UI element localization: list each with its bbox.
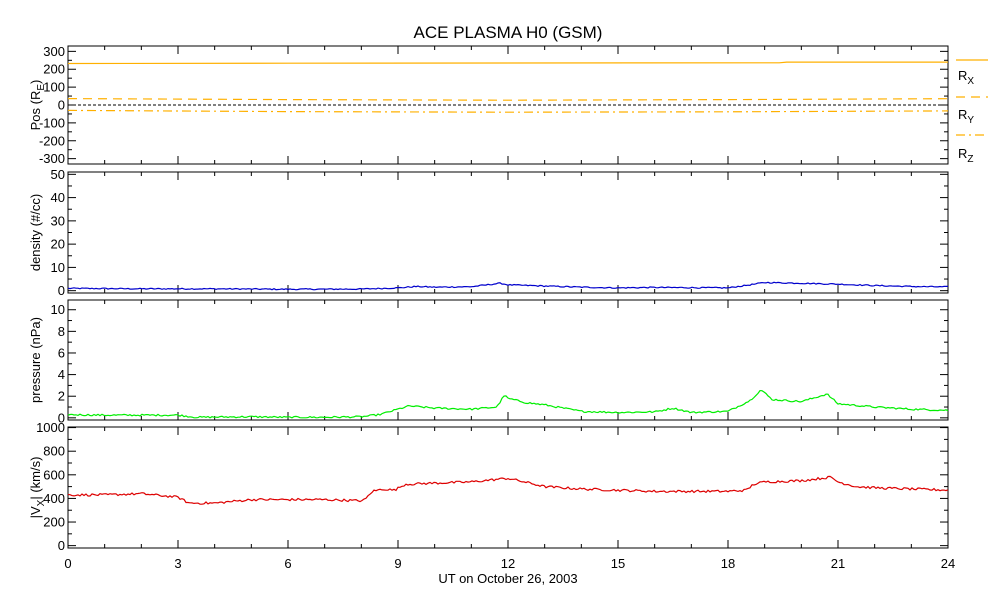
y-tick-label: 200 bbox=[43, 62, 65, 77]
y-axis-label-text: |V bbox=[28, 506, 43, 518]
legend-label-text: R bbox=[958, 146, 967, 161]
x-tick-label: 0 bbox=[64, 556, 71, 571]
x-tick-label: 18 bbox=[721, 556, 735, 571]
y-tick-label: 600 bbox=[43, 467, 65, 482]
y-axis-label-tail: | (km/s) bbox=[28, 457, 43, 500]
y-tick-label: 8 bbox=[58, 324, 65, 339]
y-axis-label-text: pressure (nPa) bbox=[28, 317, 43, 403]
y-tick-label: 6 bbox=[58, 345, 65, 360]
position-panel: -300 -200 -100 0 100 200 300 Pos (RE) bbox=[28, 44, 949, 166]
y-tick-label: 2 bbox=[58, 389, 65, 404]
legend-label-x: RX bbox=[958, 68, 974, 87]
density-panel: 0 10 20 30 40 50 density (#/cc) bbox=[28, 167, 949, 298]
y-axis-label-tail: ) bbox=[28, 80, 43, 84]
density-y-axis-label: density (#/cc) bbox=[28, 194, 43, 271]
legend-label-subscript: Y bbox=[967, 115, 974, 126]
x-axis-label: UT on October 26, 2003 bbox=[438, 571, 577, 586]
y-tick-label: -200 bbox=[39, 133, 65, 148]
velocity-frame bbox=[67, 426, 949, 549]
chart-title: ACE PLASMA H0 (GSM) bbox=[414, 23, 603, 42]
y-tick-label: -100 bbox=[39, 115, 65, 130]
position-series-line-y bbox=[67, 98, 949, 101]
x-tick-label: 21 bbox=[831, 556, 845, 571]
x-tick-label: 15 bbox=[611, 556, 625, 571]
y-axis-label-subscript: E bbox=[36, 84, 47, 91]
y-tick-label: 30 bbox=[51, 213, 65, 228]
y-tick-label: 400 bbox=[43, 491, 65, 506]
y-tick-label: 800 bbox=[43, 444, 65, 459]
x-tick-label: 12 bbox=[501, 556, 515, 571]
legend-label-subscript: Z bbox=[967, 154, 973, 165]
position-series-line-z bbox=[67, 109, 949, 113]
y-tick-label: 50 bbox=[51, 167, 65, 182]
pressure-series-line-0 bbox=[67, 389, 949, 419]
position-series-line-x bbox=[67, 61, 948, 65]
velocity-series-line-0 bbox=[67, 475, 949, 505]
density-series-line-0 bbox=[67, 281, 948, 291]
y-tick-label: 0 bbox=[58, 283, 65, 298]
pressure-frame bbox=[67, 299, 949, 421]
x-tick-label: 24 bbox=[941, 556, 955, 571]
y-tick-label: 10 bbox=[51, 260, 65, 275]
position-y-axis-label: Pos (RE) bbox=[28, 80, 47, 131]
y-tick-label: 0 bbox=[58, 98, 65, 113]
x-axis-ticks: 0 3 6 9 12 15 18 21 24 bbox=[64, 556, 955, 571]
x-tick-label: 6 bbox=[284, 556, 291, 571]
y-tick-label: 300 bbox=[43, 44, 65, 59]
y-tick-label: 10 bbox=[51, 302, 65, 317]
x-tick-label: 9 bbox=[394, 556, 401, 571]
y-tick-label: 0 bbox=[58, 538, 65, 553]
legend-label-z: RZ bbox=[958, 146, 974, 165]
y-tick-label: 0 bbox=[58, 410, 65, 425]
y-tick-label: -300 bbox=[39, 151, 65, 166]
legend-label-text: R bbox=[958, 68, 967, 83]
x-tick-label: 3 bbox=[174, 556, 181, 571]
y-axis-label-text: density (#/cc) bbox=[28, 194, 43, 271]
legend-label-subscript: X bbox=[967, 76, 974, 87]
legend-label-text: R bbox=[958, 107, 967, 122]
legend-label-y: RY bbox=[958, 107, 974, 126]
pressure-y-axis-label: pressure (nPa) bbox=[28, 317, 43, 403]
pressure-panel: 0 2 4 6 8 10 pressure (nPa) bbox=[28, 299, 949, 425]
y-tick-label: 200 bbox=[43, 515, 65, 530]
y-axis-label-text: Pos (R bbox=[28, 91, 43, 131]
velocity-panel: 0 200 400 600 800 1000 |VX| (km/s) bbox=[28, 420, 949, 553]
y-axis-label-subscript: X bbox=[36, 499, 47, 506]
velocity-y-axis-label: |VX| (km/s) bbox=[28, 457, 47, 519]
y-tick-label: 4 bbox=[58, 367, 65, 382]
y-tick-label: 40 bbox=[51, 190, 65, 205]
y-tick-label: 100 bbox=[43, 80, 65, 95]
density-frame bbox=[67, 171, 949, 294]
y-tick-label: 20 bbox=[51, 237, 65, 252]
y-tick-label: 1000 bbox=[36, 420, 65, 435]
